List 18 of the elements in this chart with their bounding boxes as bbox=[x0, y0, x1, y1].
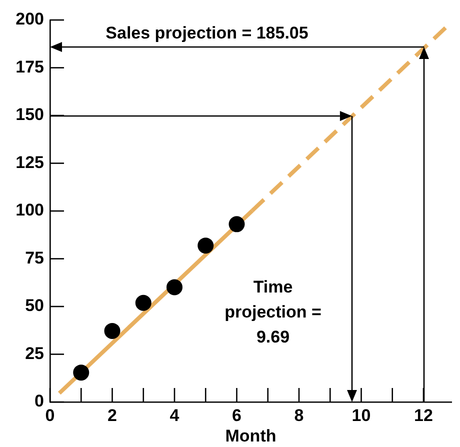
y-tick-label: 100 bbox=[16, 200, 44, 220]
x-tick-label: 12 bbox=[414, 406, 433, 425]
y-tick-label: 50 bbox=[25, 296, 44, 316]
y-tick-label: 75 bbox=[25, 248, 44, 268]
x-tick-label: 8 bbox=[294, 406, 304, 425]
annotation: Sales projection = 185.05 bbox=[106, 24, 308, 43]
x-tick-label: 10 bbox=[352, 406, 371, 425]
y-tick-label: 175 bbox=[16, 57, 44, 76]
y-tick-label: 150 bbox=[16, 105, 44, 124]
y-tick-label: 0 bbox=[34, 392, 44, 411]
y-tick-label: 125 bbox=[16, 152, 44, 172]
y-tick-label: 200 bbox=[16, 10, 44, 29]
annotation: Time projection = 9.69 bbox=[224, 278, 322, 347]
x-axis-title: Month bbox=[225, 426, 276, 446]
x-tick-label: 6 bbox=[232, 406, 242, 425]
x-tick-label: 4 bbox=[170, 406, 180, 425]
x-tick-label: 2 bbox=[108, 406, 117, 425]
y-tick-label: 25 bbox=[25, 344, 44, 363]
